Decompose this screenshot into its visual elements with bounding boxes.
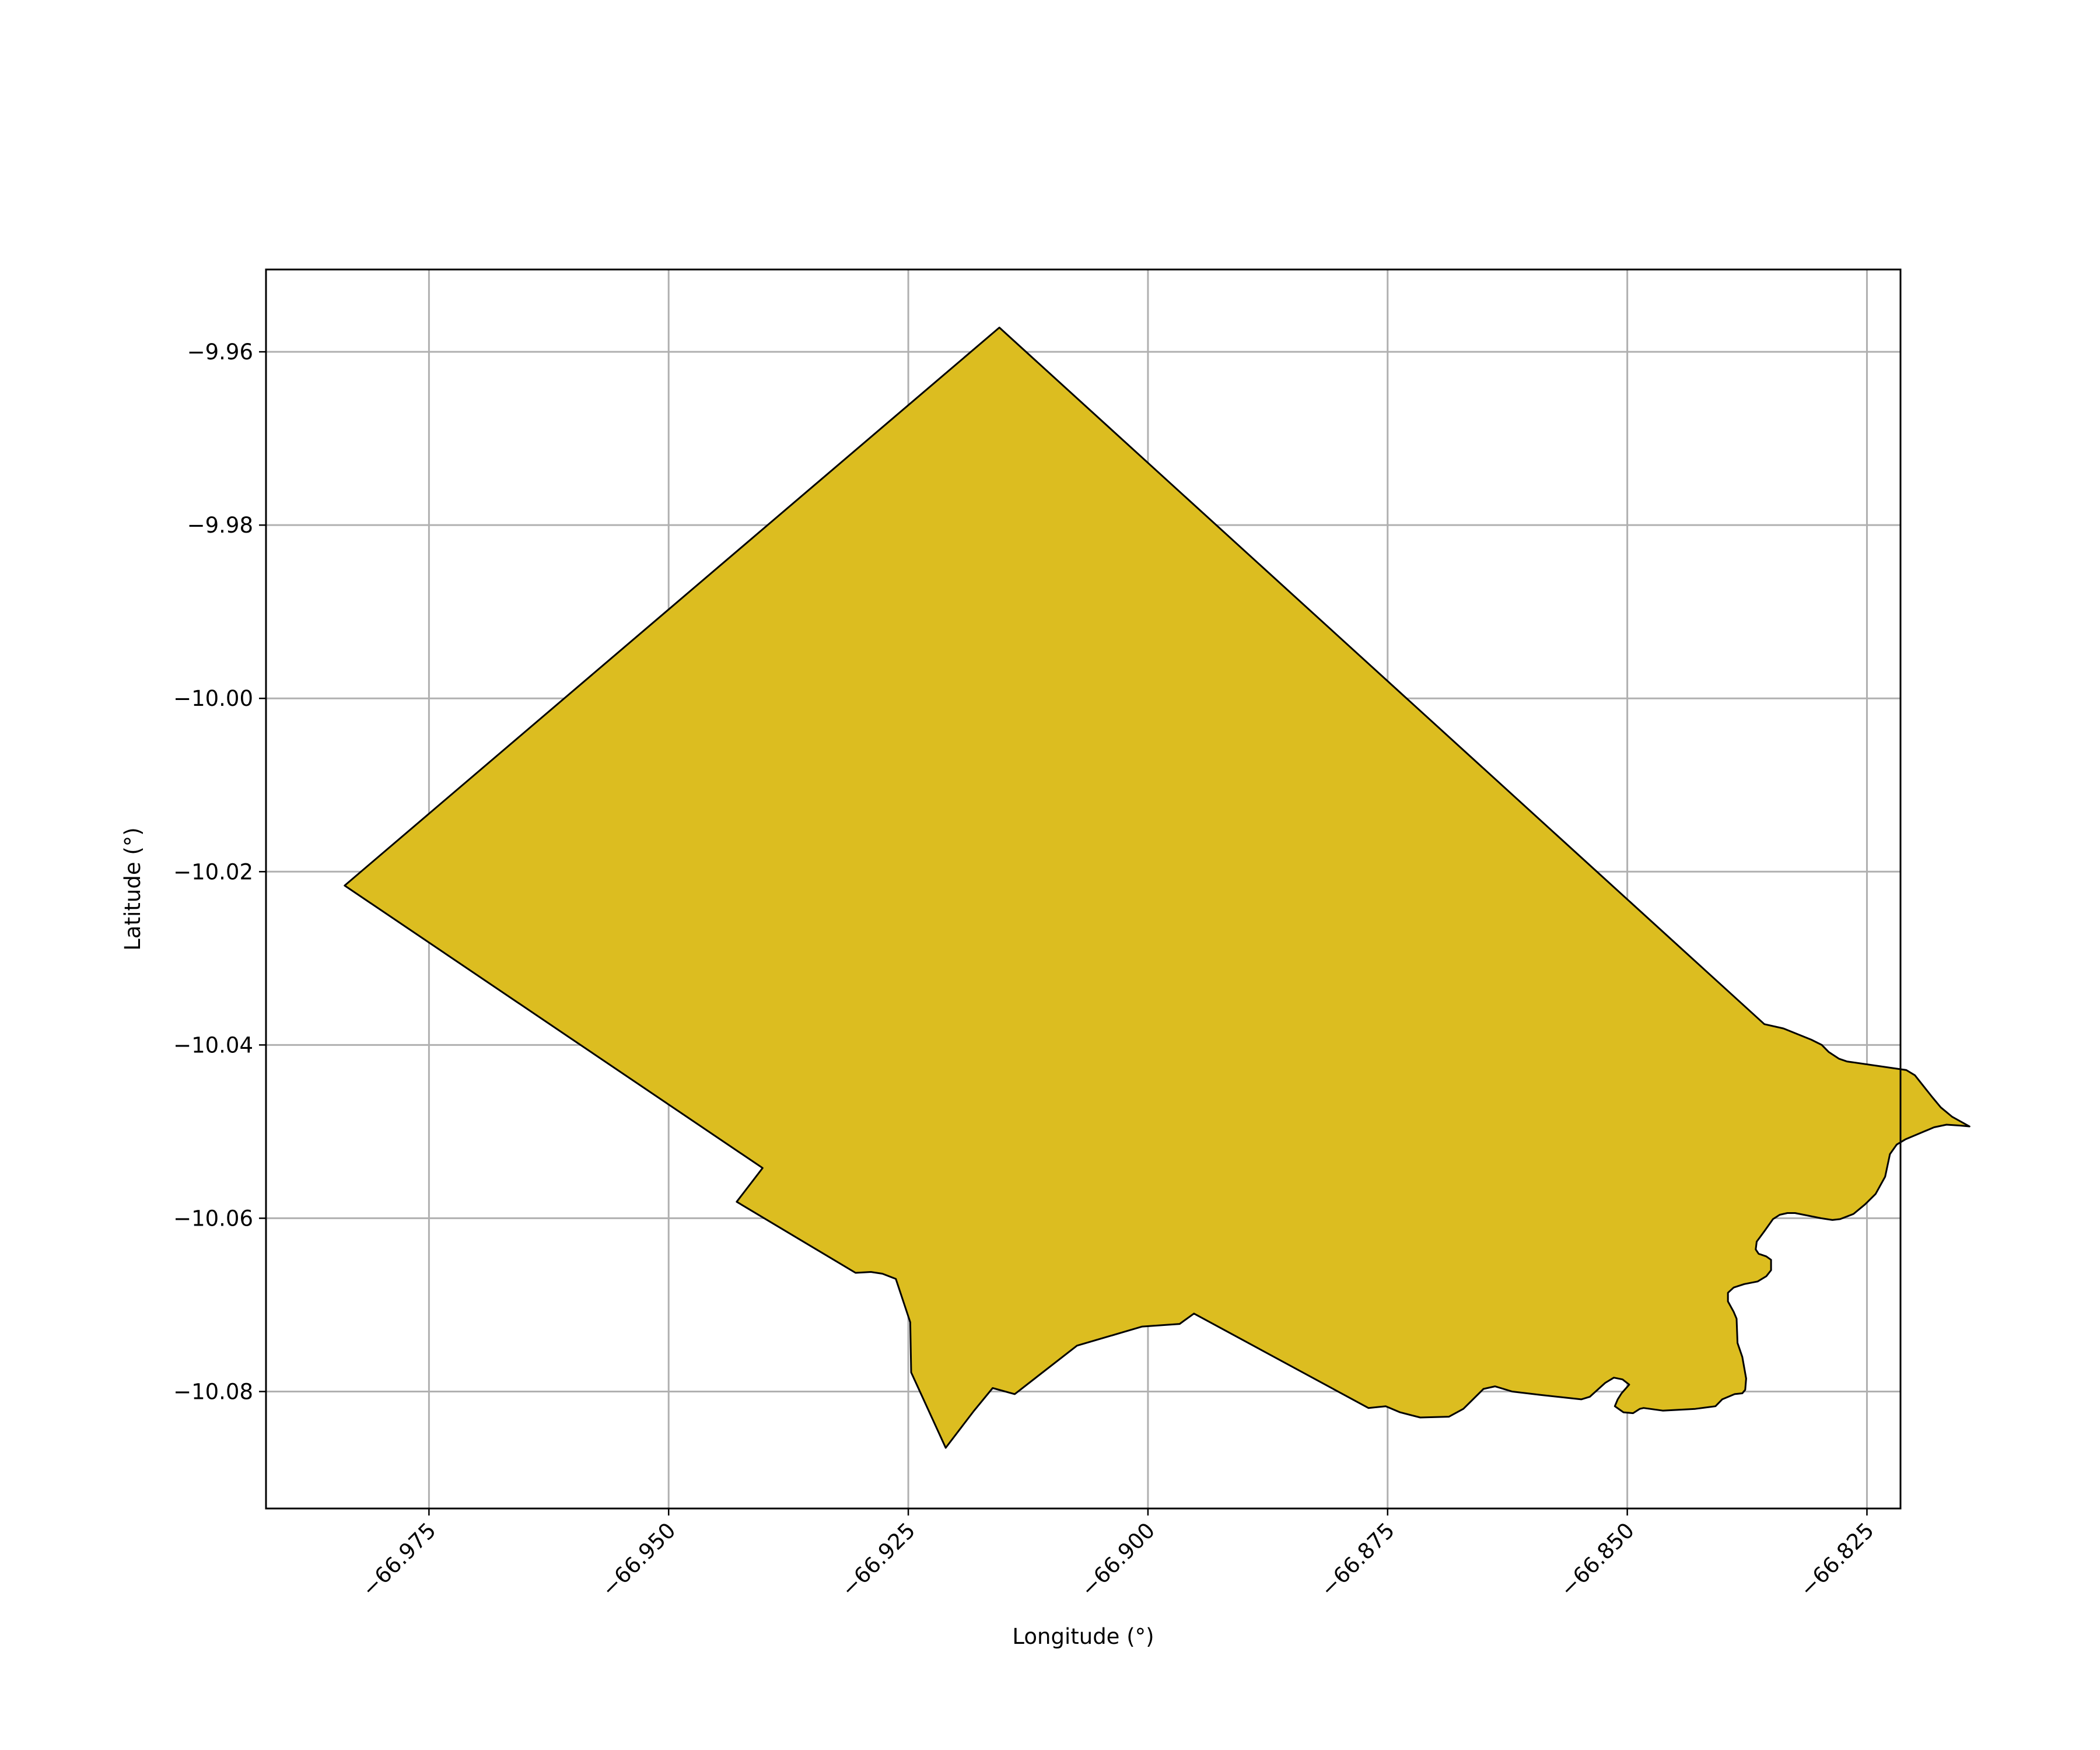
x-axis-label: Longitude (°) bbox=[1012, 1624, 1154, 1649]
plot-frame bbox=[265, 268, 1902, 1510]
y-axis-label: Latitude (°) bbox=[120, 827, 145, 950]
y-tick-label: −9.98 bbox=[187, 513, 253, 538]
y-tick-label: −10.08 bbox=[173, 1379, 253, 1404]
y-tick-label: −10.02 bbox=[173, 859, 253, 884]
y-tick-label: −10.00 bbox=[173, 686, 253, 711]
y-tick-label: −10.04 bbox=[173, 1032, 253, 1058]
region-polygon bbox=[344, 327, 1971, 1449]
y-tick-label: −10.06 bbox=[173, 1206, 253, 1231]
y-tick-label: −9.96 bbox=[187, 340, 253, 365]
